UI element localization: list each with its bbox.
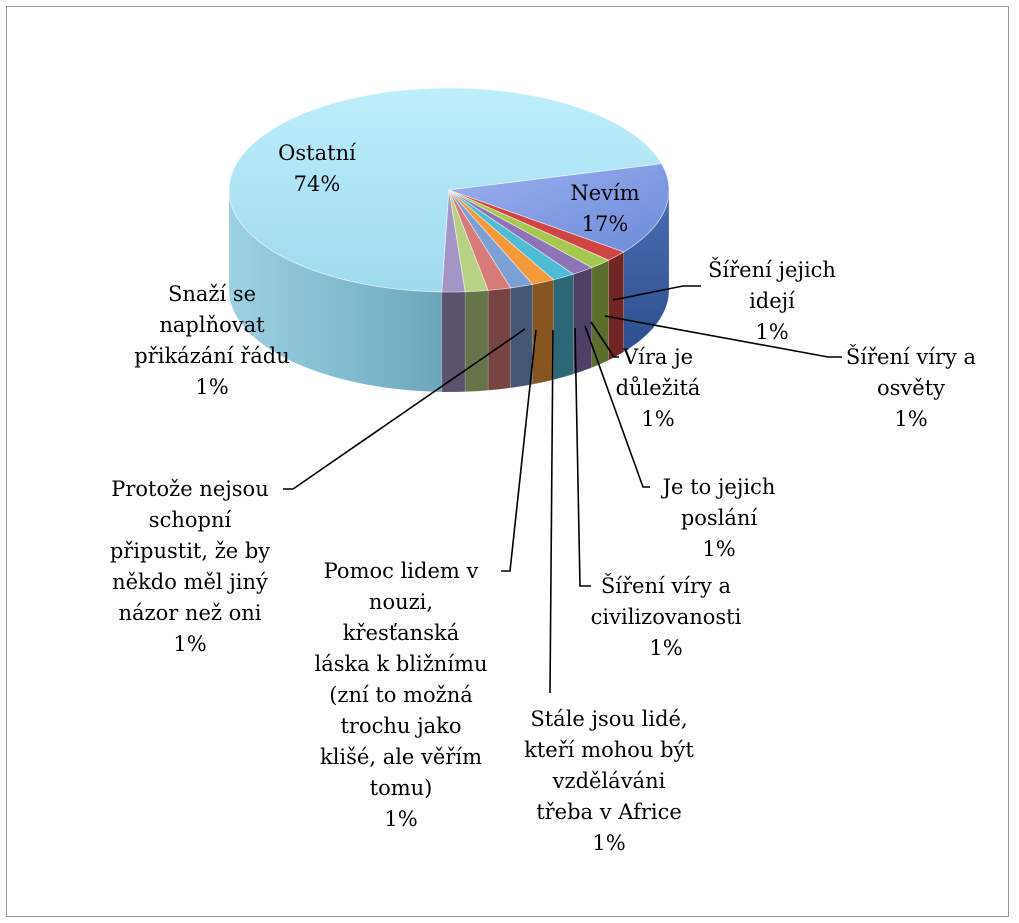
pie-sides	[228, 189, 670, 393]
leader-line-7	[549, 329, 554, 694]
data-label-line: kteří mohou být	[524, 738, 694, 762]
data-label-6: Šíření víry a civilizovanosti 1%	[591, 573, 742, 660]
slice-side-10	[441, 291, 466, 393]
leader-line-4	[590, 321, 619, 358]
data-label-line: připustit, že by	[110, 539, 270, 563]
data-label-5: Je to jejich poslání 1%	[661, 475, 776, 561]
data-label-9: Protože nejsou schopní připustit, že by něk…	[110, 477, 270, 656]
leader-line-9	[283, 328, 526, 490]
data-label-line: 1%	[894, 407, 927, 431]
data-label-line: civilizovanosti	[591, 605, 742, 629]
data-label-line: Stále jsou lidé,	[530, 707, 687, 731]
leader-line-6	[574, 327, 591, 587]
data-label-line: láska k bližnímu	[315, 652, 488, 676]
data-label-line: 74%	[294, 172, 341, 196]
data-label-line: idejí	[749, 289, 795, 313]
data-label-line: třeba v Africe	[536, 800, 682, 824]
data-label-line: Protože nejsou	[111, 477, 268, 501]
slice-side-9	[464, 290, 489, 393]
data-label-line: naplňovat	[159, 313, 265, 337]
data-label-line: Víra je	[622, 345, 693, 369]
data-label-line: 1%	[384, 807, 417, 831]
data-label-line: přikázání řádu	[134, 344, 289, 368]
data-label-line: důležitá	[616, 376, 701, 400]
data-label-line: (zní to možná	[329, 683, 473, 707]
data-label-line: někdo měl jiný	[112, 570, 268, 594]
leader-line-8	[501, 329, 537, 572]
data-label-line: nouzi,	[369, 590, 433, 614]
data-label-line: osvěty	[877, 376, 945, 400]
data-label-line: Ostatní	[278, 141, 356, 165]
leader-line-2	[612, 285, 701, 301]
data-label-line: tomu)	[370, 776, 433, 800]
data-label-line: Šíření víry a	[601, 573, 731, 598]
data-label-line: 1%	[195, 375, 228, 399]
data-label-10: Snaží se naplňovat přikázání řádu 1%	[134, 282, 289, 399]
data-label-line: 1%	[173, 632, 206, 656]
data-label-line: Snaží se	[168, 282, 256, 306]
data-label-line: schopní	[149, 508, 232, 532]
data-label-line: názor než oni	[118, 601, 261, 625]
slice-10	[441, 189, 466, 293]
data-label-line: 1%	[649, 636, 682, 660]
data-label-line: Šíření jejich	[708, 257, 836, 282]
data-label-line: poslání	[681, 506, 758, 530]
pie-tops	[228, 87, 670, 293]
slice-side-8	[487, 287, 511, 391]
slice-0	[228, 87, 663, 293]
data-label-line: klišé, ale věřím	[320, 745, 482, 769]
data-label-line: 17%	[582, 212, 629, 236]
data-label-8: Pomoc lidem v nouzi, křesťanská láska k bli…	[315, 559, 488, 831]
data-label-line: trochu jako	[340, 714, 461, 738]
data-label-7: Stále jsou lidé, kteří mohou být vzděláván…	[524, 707, 694, 855]
data-label-line: 1%	[755, 320, 788, 344]
data-labels: Ostatní 74% Nevím 17%Šíření jejich idejí 1%Ší…	[110, 141, 976, 855]
leader-line-3	[604, 315, 842, 358]
data-label-2: Šíření jejich idejí 1%	[708, 257, 836, 344]
data-label-line: 1%	[641, 407, 674, 431]
data-label-line: křesťanská	[343, 621, 459, 645]
leader-lines	[283, 285, 842, 694]
data-label-line: 1%	[702, 537, 735, 561]
data-label-line: Je to jejich	[661, 475, 776, 499]
data-label-line: Nevím	[570, 181, 639, 205]
slice-side-2	[608, 251, 624, 361]
data-label-line: Šíření víry a	[846, 344, 976, 369]
data-label-line: vzděláváni	[552, 769, 666, 793]
slice-side-5	[553, 273, 574, 381]
data-label-line: Pomoc lidem v	[324, 559, 479, 583]
data-label-0: Ostatní 74%	[278, 141, 356, 196]
leader-line-5	[584, 325, 650, 488]
data-label-line: 1%	[592, 831, 625, 855]
data-label-3: Šíření víry a osvěty 1%	[846, 344, 976, 431]
data-label-4: Víra je důležitá 1%	[616, 345, 701, 431]
data-label-1: Nevím 17%	[570, 181, 639, 236]
slice-1	[448, 163, 670, 253]
